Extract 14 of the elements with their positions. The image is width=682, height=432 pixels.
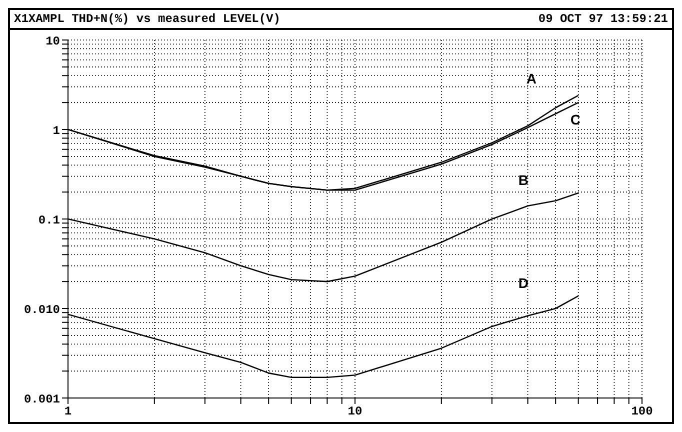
series-label: C xyxy=(570,112,580,128)
text: A xyxy=(526,70,536,86)
x-tick-label: 100 xyxy=(631,404,653,419)
x-tick-label: 10 xyxy=(348,404,362,419)
text: 09 OCT 97 13:59:21 xyxy=(538,12,668,26)
x-tick-label: 1 xyxy=(64,404,72,419)
y-tick-label: 0.1 xyxy=(38,213,60,228)
y-tick-label: 10 xyxy=(46,34,60,48)
y-tick-label: 0.001 xyxy=(24,392,60,406)
y-tick-label: 1 xyxy=(52,124,60,138)
y-tick-label: 0.010 xyxy=(24,302,60,317)
series-label: B xyxy=(518,172,528,188)
chart-title: X1XAMPL THD+N(%) vs measured LEVEL(V) xyxy=(14,12,280,26)
series-label: D xyxy=(518,274,528,291)
